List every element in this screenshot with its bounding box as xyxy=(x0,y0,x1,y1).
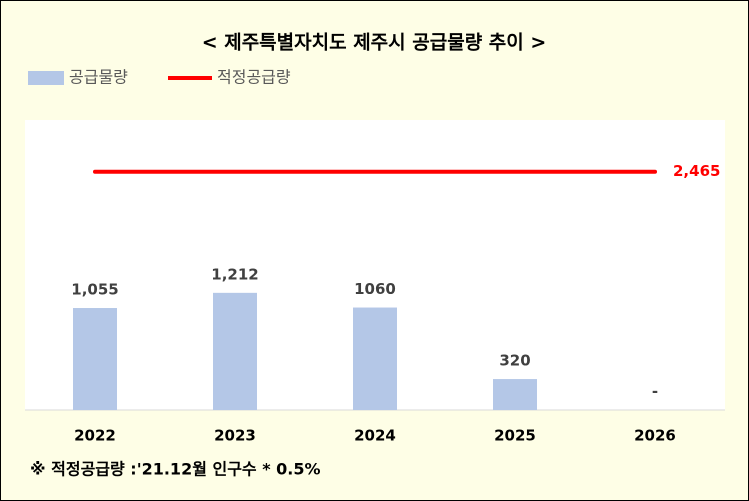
bar xyxy=(213,292,257,410)
note: ※ 적정공급량 :'21.12월 인구수 * 0.5% xyxy=(30,460,321,479)
x-tick-label: 2024 xyxy=(354,427,396,445)
bar xyxy=(73,308,117,410)
bar xyxy=(353,307,397,410)
data-label: 1,212 xyxy=(211,265,258,283)
x-tick-label: 2026 xyxy=(634,427,676,445)
data-label: 1,055 xyxy=(71,281,118,299)
chart-title: < 제주특별자치도 제주시 공급물량 추이 > xyxy=(202,32,547,54)
x-tick-label: 2022 xyxy=(74,427,116,445)
x-tick-label: 2025 xyxy=(494,427,536,445)
bar xyxy=(493,379,537,410)
data-label: 320 xyxy=(499,352,530,370)
legend-label: 공급물량 xyxy=(69,68,128,87)
legend-label: 적정공급량 xyxy=(217,68,291,87)
legend-swatch xyxy=(28,71,64,85)
data-label: 1060 xyxy=(354,280,396,298)
data-label: - xyxy=(652,383,658,401)
data-label: 2,465 xyxy=(673,162,720,180)
x-tick-label: 2023 xyxy=(214,427,256,445)
